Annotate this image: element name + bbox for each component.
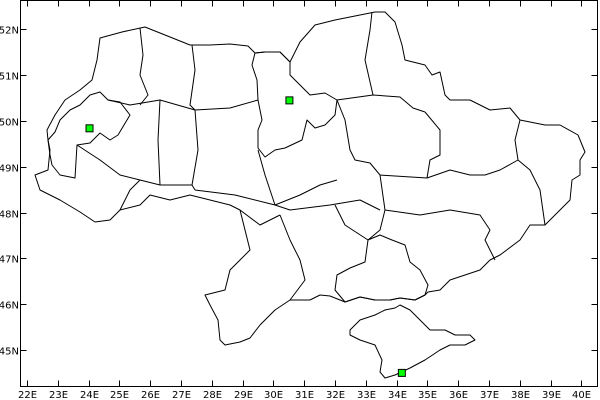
y-tick-label: 49N <box>0 164 19 175</box>
x-tick-label: 35E <box>418 390 437 400</box>
x-tick-label: 39E <box>542 390 561 400</box>
region-kyiv[interactable] <box>251 51 338 158</box>
region-border <box>194 179 338 206</box>
region-border <box>336 99 381 176</box>
x-tick-label: 38E <box>511 390 530 400</box>
map-frame <box>20 0 598 387</box>
x-tick-label: 26E <box>141 390 160 400</box>
x-tick-label: 34E <box>388 390 407 400</box>
region-border <box>274 199 381 211</box>
x-tick-label: 23E <box>49 390 68 400</box>
y-tick-label: 48N <box>0 210 19 221</box>
markers-layer <box>85 96 406 377</box>
region-border <box>424 111 441 179</box>
region-border <box>334 204 369 241</box>
region-border <box>336 94 426 113</box>
region-border <box>279 214 306 301</box>
internal-borders <box>76 11 546 301</box>
x-tick-label: 24E <box>80 390 99 400</box>
x-tick-label: 31E <box>295 390 314 400</box>
regions-layer <box>34 11 586 379</box>
location-marker[interactable] <box>397 368 406 377</box>
region-kherson[interactable] <box>334 234 429 303</box>
region-border <box>157 99 161 186</box>
region-border <box>189 44 196 111</box>
x-tick-label: 27E <box>172 390 191 400</box>
x-tick-label: 33E <box>357 390 376 400</box>
region-border <box>139 27 149 106</box>
x-tick-label: 32E <box>326 390 345 400</box>
y-tick-label: 47N <box>0 255 19 266</box>
region-lviv[interactable] <box>47 91 131 179</box>
y-tick-label: 52N <box>0 26 19 37</box>
y-tick-label: 51N <box>0 72 19 83</box>
y-tick-label: 50N <box>0 118 19 129</box>
region-border <box>119 179 141 211</box>
x-tick-label: 36E <box>449 390 468 400</box>
region-border <box>514 119 546 226</box>
region-border <box>364 11 374 96</box>
x-tick-label: 25E <box>110 390 129 400</box>
x-tick-label: 22E <box>18 390 37 400</box>
x-tick-label: 40E <box>572 390 591 400</box>
y-tick-label: 46N <box>0 301 19 312</box>
region-border <box>76 144 196 191</box>
region-border <box>191 109 199 186</box>
y-tick-label: 45N <box>0 347 19 358</box>
region-border <box>107 99 259 111</box>
location-marker[interactable] <box>85 124 94 133</box>
region-border <box>239 209 281 226</box>
region-crimea[interactable] <box>349 304 476 379</box>
region-border <box>367 174 386 241</box>
x-tick-label: 37E <box>480 390 499 400</box>
x-tick-label: 28E <box>203 390 222 400</box>
x-tick-label: 30E <box>264 390 283 400</box>
location-marker[interactable] <box>285 96 294 105</box>
x-tick-label: 29E <box>234 390 253 400</box>
region-border <box>257 149 276 206</box>
region-border <box>384 209 496 261</box>
region-border <box>379 159 519 179</box>
country-outline <box>34 11 586 346</box>
